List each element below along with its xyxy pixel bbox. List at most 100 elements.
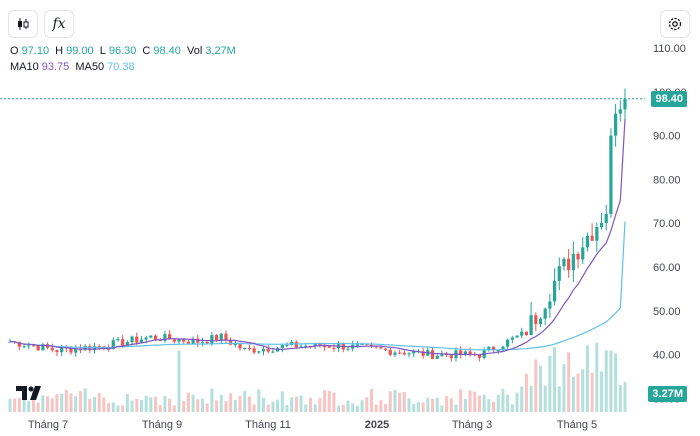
volume-bar <box>97 393 101 412</box>
volume-bar <box>125 394 129 412</box>
y-axis-tick: 60.00 <box>653 262 681 274</box>
candle-body <box>172 339 176 342</box>
candle-body <box>529 315 533 336</box>
volume-bar <box>543 385 547 412</box>
volume-bar <box>116 405 120 412</box>
volume-bar <box>510 404 514 412</box>
candle-body <box>506 339 510 347</box>
volume-bar <box>581 369 585 412</box>
volume-bar <box>534 359 538 412</box>
candle-body <box>205 341 209 344</box>
candle-body <box>299 346 303 348</box>
volume-bar <box>139 399 143 412</box>
volume-bar <box>200 398 204 412</box>
volume-bar <box>482 394 486 412</box>
volume-bar <box>27 401 31 412</box>
candle-body <box>168 334 172 340</box>
candle-body <box>581 247 585 260</box>
volume-bar <box>144 395 148 412</box>
volume-bar <box>327 390 331 412</box>
candle-body <box>496 350 500 352</box>
volume-bar <box>365 397 369 412</box>
last-volume-tag: 3.27M <box>648 386 687 402</box>
volume-bar <box>384 404 388 412</box>
candle-body <box>200 341 205 343</box>
candle-body <box>369 344 374 346</box>
candle-body <box>322 346 327 348</box>
volume-bar <box>524 373 528 412</box>
candle-body <box>491 346 496 351</box>
volume-bar <box>247 396 251 412</box>
candle-body <box>74 348 78 353</box>
low-value: 96.30 <box>108 45 137 57</box>
function-icon: fx <box>52 16 66 32</box>
tradingview-logo-icon <box>16 386 41 400</box>
volume-bar <box>473 391 477 412</box>
volume-bar <box>449 398 453 412</box>
volume-bar <box>590 372 594 412</box>
candle-body <box>252 348 256 353</box>
volume-bar <box>135 398 139 412</box>
candle-body <box>412 351 416 354</box>
ma50-value: 70.38 <box>107 61 135 73</box>
candle-body <box>121 339 125 346</box>
gear-icon <box>668 17 682 31</box>
candle-body <box>214 335 219 341</box>
indicators-button[interactable]: fx <box>44 10 74 38</box>
volume-bar <box>280 391 284 412</box>
candle-body <box>135 336 139 343</box>
volume-bar <box>459 389 463 412</box>
x-axis-tick: Tháng 5 <box>557 419 597 431</box>
volume-bar <box>55 394 59 412</box>
candle-body <box>614 113 618 136</box>
volume-bar <box>557 386 561 412</box>
y-axis-tick: 110.00 <box>653 43 686 55</box>
volume-bar <box>379 400 383 412</box>
volume-bar <box>463 399 467 412</box>
candle-body <box>440 353 444 356</box>
volume-bar <box>290 397 294 412</box>
volume-bar <box>163 396 167 412</box>
candle-body <box>567 258 571 271</box>
candle-body <box>379 347 383 349</box>
volume-bar <box>299 395 303 412</box>
ma50-label: MA50 <box>75 61 105 73</box>
candle-body <box>618 109 622 114</box>
candle-body <box>247 347 252 349</box>
open-value: 97.10 <box>21 45 50 57</box>
candle-body <box>191 338 195 344</box>
volume-bar <box>46 396 50 412</box>
candle-body <box>92 346 97 351</box>
volume-bar <box>402 391 406 412</box>
high-label: H <box>55 45 64 57</box>
candle-body <box>177 339 181 342</box>
volume-bar <box>121 405 125 412</box>
candle-body <box>599 222 604 227</box>
volume-value: 3,27M <box>205 45 236 57</box>
candle-body <box>393 352 397 355</box>
candle-body <box>280 345 284 348</box>
candle-body <box>449 355 453 359</box>
candle-body <box>261 348 266 352</box>
volume-bar <box>60 393 64 412</box>
volume-bar <box>182 400 186 412</box>
volume-bar <box>337 405 341 412</box>
candle-body <box>590 235 594 241</box>
candle-body <box>219 333 223 341</box>
candle-style-button[interactable] <box>8 10 38 38</box>
volume-bar <box>407 398 411 412</box>
candle-body <box>383 348 388 350</box>
tradingview-logo <box>16 384 46 407</box>
volume-bar <box>351 403 355 412</box>
settings-button[interactable] <box>660 10 690 38</box>
volume-bar <box>431 398 435 412</box>
candle-body <box>229 339 233 345</box>
y-axis-tick: 80.00 <box>653 174 681 186</box>
volume-bar <box>238 395 242 412</box>
volume-bar <box>88 398 92 412</box>
candle-body <box>355 344 360 346</box>
volume-bar <box>393 389 397 412</box>
ma10-label: MA10 <box>10 61 39 73</box>
candle-body <box>238 344 242 349</box>
